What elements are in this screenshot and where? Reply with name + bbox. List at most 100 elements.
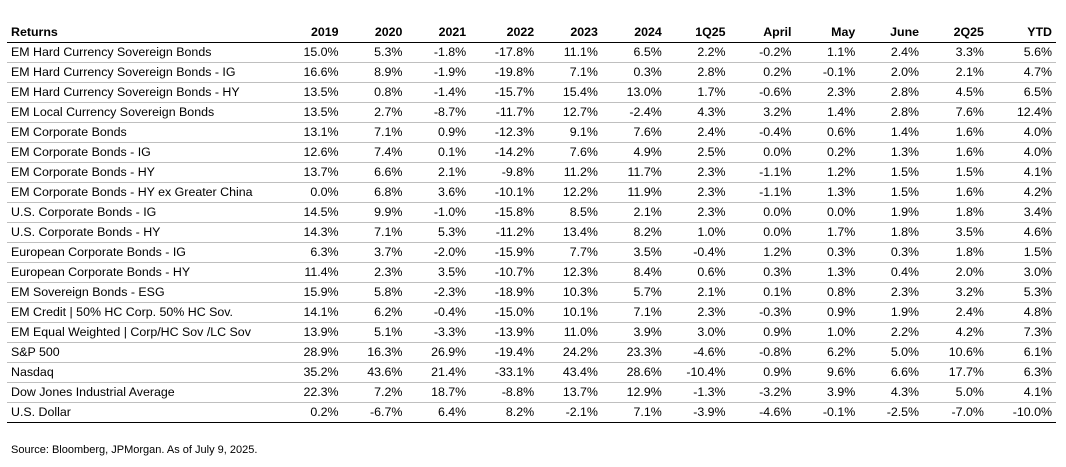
table-body: EM Hard Currency Sovereign Bonds 15.0% 5.3… bbox=[7, 42, 1056, 423]
return-cell: 3.5% bbox=[601, 242, 666, 263]
return-cell: 7.1% bbox=[601, 302, 666, 323]
return-cell: -0.4% bbox=[729, 122, 796, 143]
table-row: EM Corporate Bonds 13.1% 7.1% 0.9% -12.3% 9.1… bbox=[7, 122, 1056, 143]
return-cell: 4.1% bbox=[987, 162, 1056, 183]
return-cell: 0.2% bbox=[284, 402, 343, 423]
returns-table: Returns 2019 2020 2021 2022 2023 2024 1Q25 April… bbox=[7, 22, 1056, 423]
column-header: 2019 bbox=[284, 22, 343, 43]
row-label: EM Corporate Bonds bbox=[7, 122, 285, 143]
return-cell: 8.9% bbox=[342, 62, 407, 83]
row-label: EM Hard Currency Sovereign Bonds - HY bbox=[7, 82, 285, 103]
return-cell: 7.6% bbox=[601, 122, 666, 143]
column-header: April bbox=[729, 22, 796, 43]
return-cell: 0.9% bbox=[729, 322, 796, 343]
return-cell: 1.7% bbox=[665, 82, 730, 103]
return-cell: 1.6% bbox=[923, 142, 988, 163]
column-header: 2020 bbox=[342, 22, 407, 43]
return-cell: 4.0% bbox=[987, 122, 1056, 143]
row-label: EM Corporate Bonds - IG bbox=[7, 142, 285, 163]
return-cell: 16.3% bbox=[342, 342, 407, 363]
return-cell: 8.5% bbox=[538, 202, 602, 223]
return-cell: 1.4% bbox=[859, 122, 924, 143]
column-header: 2023 bbox=[538, 22, 602, 43]
table-row: European Corporate Bonds - HY 11.4% 2.3% 3.… bbox=[7, 262, 1056, 283]
column-header: 2Q25 bbox=[923, 22, 988, 43]
return-cell: -15.8% bbox=[470, 202, 539, 223]
row-label: EM Sovereign Bonds - ESG bbox=[7, 282, 285, 303]
return-cell: 7.1% bbox=[538, 62, 602, 83]
return-cell: -15.7% bbox=[470, 82, 539, 103]
return-cell: 5.0% bbox=[923, 382, 988, 403]
return-cell: 2.1% bbox=[923, 62, 988, 83]
return-cell: -19.4% bbox=[470, 342, 539, 363]
return-cell: 10.6% bbox=[923, 342, 988, 363]
return-cell: -10.1% bbox=[470, 182, 539, 203]
table-header-row: Returns 2019 2020 2021 2022 2023 2024 1Q25 April… bbox=[7, 22, 1056, 43]
return-cell: 7.7% bbox=[538, 242, 602, 263]
return-cell: 2.3% bbox=[665, 202, 730, 223]
return-cell: -7.0% bbox=[923, 402, 988, 423]
return-cell: 3.4% bbox=[987, 202, 1056, 223]
return-cell: 0.6% bbox=[795, 122, 860, 143]
return-cell: 2.4% bbox=[665, 122, 730, 143]
return-cell: 1.9% bbox=[859, 302, 924, 323]
return-cell: 0.3% bbox=[601, 62, 666, 83]
return-cell: 3.0% bbox=[665, 322, 730, 343]
table-row: Nasdaq 35.2% 43.6% 21.4% -33.1% 43.4% 28.6% -10… bbox=[7, 362, 1056, 383]
return-cell: 12.7% bbox=[538, 102, 602, 123]
return-cell: 2.8% bbox=[859, 102, 924, 123]
return-cell: 5.0% bbox=[859, 342, 924, 363]
return-cell: 2.3% bbox=[795, 82, 860, 103]
table-row: EM Hard Currency Sovereign Bonds - HY 13.… bbox=[7, 82, 1056, 103]
return-cell: 5.1% bbox=[342, 322, 407, 343]
return-cell: 2.0% bbox=[923, 262, 988, 283]
return-cell: 6.1% bbox=[987, 342, 1056, 363]
return-cell: 1.6% bbox=[923, 122, 988, 143]
return-cell: 11.2% bbox=[538, 162, 602, 183]
row-label: U.S. Corporate Bonds - IG bbox=[7, 202, 285, 223]
return-cell: -2.5% bbox=[859, 402, 924, 423]
table-row: U.S. Dollar 0.2% -6.7% 6.4% 8.2% -2.1% 7.1% -3.… bbox=[7, 402, 1056, 423]
return-cell: 0.0% bbox=[795, 202, 860, 223]
return-cell: 1.4% bbox=[795, 102, 860, 123]
row-label: EM Hard Currency Sovereign Bonds - IG bbox=[7, 62, 285, 83]
return-cell: 0.8% bbox=[795, 282, 860, 303]
return-cell: 1.5% bbox=[923, 162, 988, 183]
return-cell: 6.2% bbox=[342, 302, 407, 323]
return-cell: 13.0% bbox=[601, 82, 666, 103]
return-cell: -0.4% bbox=[406, 302, 471, 323]
return-cell: 4.8% bbox=[987, 302, 1056, 323]
return-cell: 7.1% bbox=[342, 222, 407, 243]
return-cell: -8.8% bbox=[470, 382, 539, 403]
return-cell: 43.6% bbox=[342, 362, 407, 383]
return-cell: 15.4% bbox=[538, 82, 602, 103]
return-cell: 3.3% bbox=[923, 42, 988, 63]
return-cell: 1.8% bbox=[923, 242, 988, 263]
return-cell: 28.6% bbox=[601, 362, 666, 383]
return-cell: 13.9% bbox=[284, 322, 343, 343]
return-cell: 2.3% bbox=[342, 262, 407, 283]
return-cell: -0.3% bbox=[729, 302, 796, 323]
return-cell: -1.3% bbox=[665, 382, 730, 403]
return-cell: 6.2% bbox=[795, 342, 860, 363]
table-row: EM Credit | 50% HC Corp. 50% HC Sov. 14.1… bbox=[7, 302, 1056, 323]
return-cell: 0.0% bbox=[729, 222, 796, 243]
return-cell: -15.9% bbox=[470, 242, 539, 263]
return-cell: 15.9% bbox=[284, 282, 343, 303]
return-cell: 13.5% bbox=[284, 82, 343, 103]
return-cell: 35.2% bbox=[284, 362, 343, 383]
return-cell: 1.2% bbox=[795, 162, 860, 183]
return-cell: 23.3% bbox=[601, 342, 666, 363]
return-cell: 13.7% bbox=[538, 382, 602, 403]
return-cell: 6.6% bbox=[859, 362, 924, 383]
table-row: EM Sovereign Bonds - ESG 15.9% 5.8% -2.3% -1… bbox=[7, 282, 1056, 303]
return-cell: 1.8% bbox=[859, 222, 924, 243]
return-cell: 22.3% bbox=[284, 382, 343, 403]
return-cell: 1.2% bbox=[729, 242, 796, 263]
return-cell: 14.1% bbox=[284, 302, 343, 323]
return-cell: 7.1% bbox=[601, 402, 666, 423]
return-cell: 2.2% bbox=[859, 322, 924, 343]
return-cell: -18.9% bbox=[470, 282, 539, 303]
return-cell: 4.7% bbox=[987, 62, 1056, 83]
return-cell: -0.4% bbox=[665, 242, 730, 263]
